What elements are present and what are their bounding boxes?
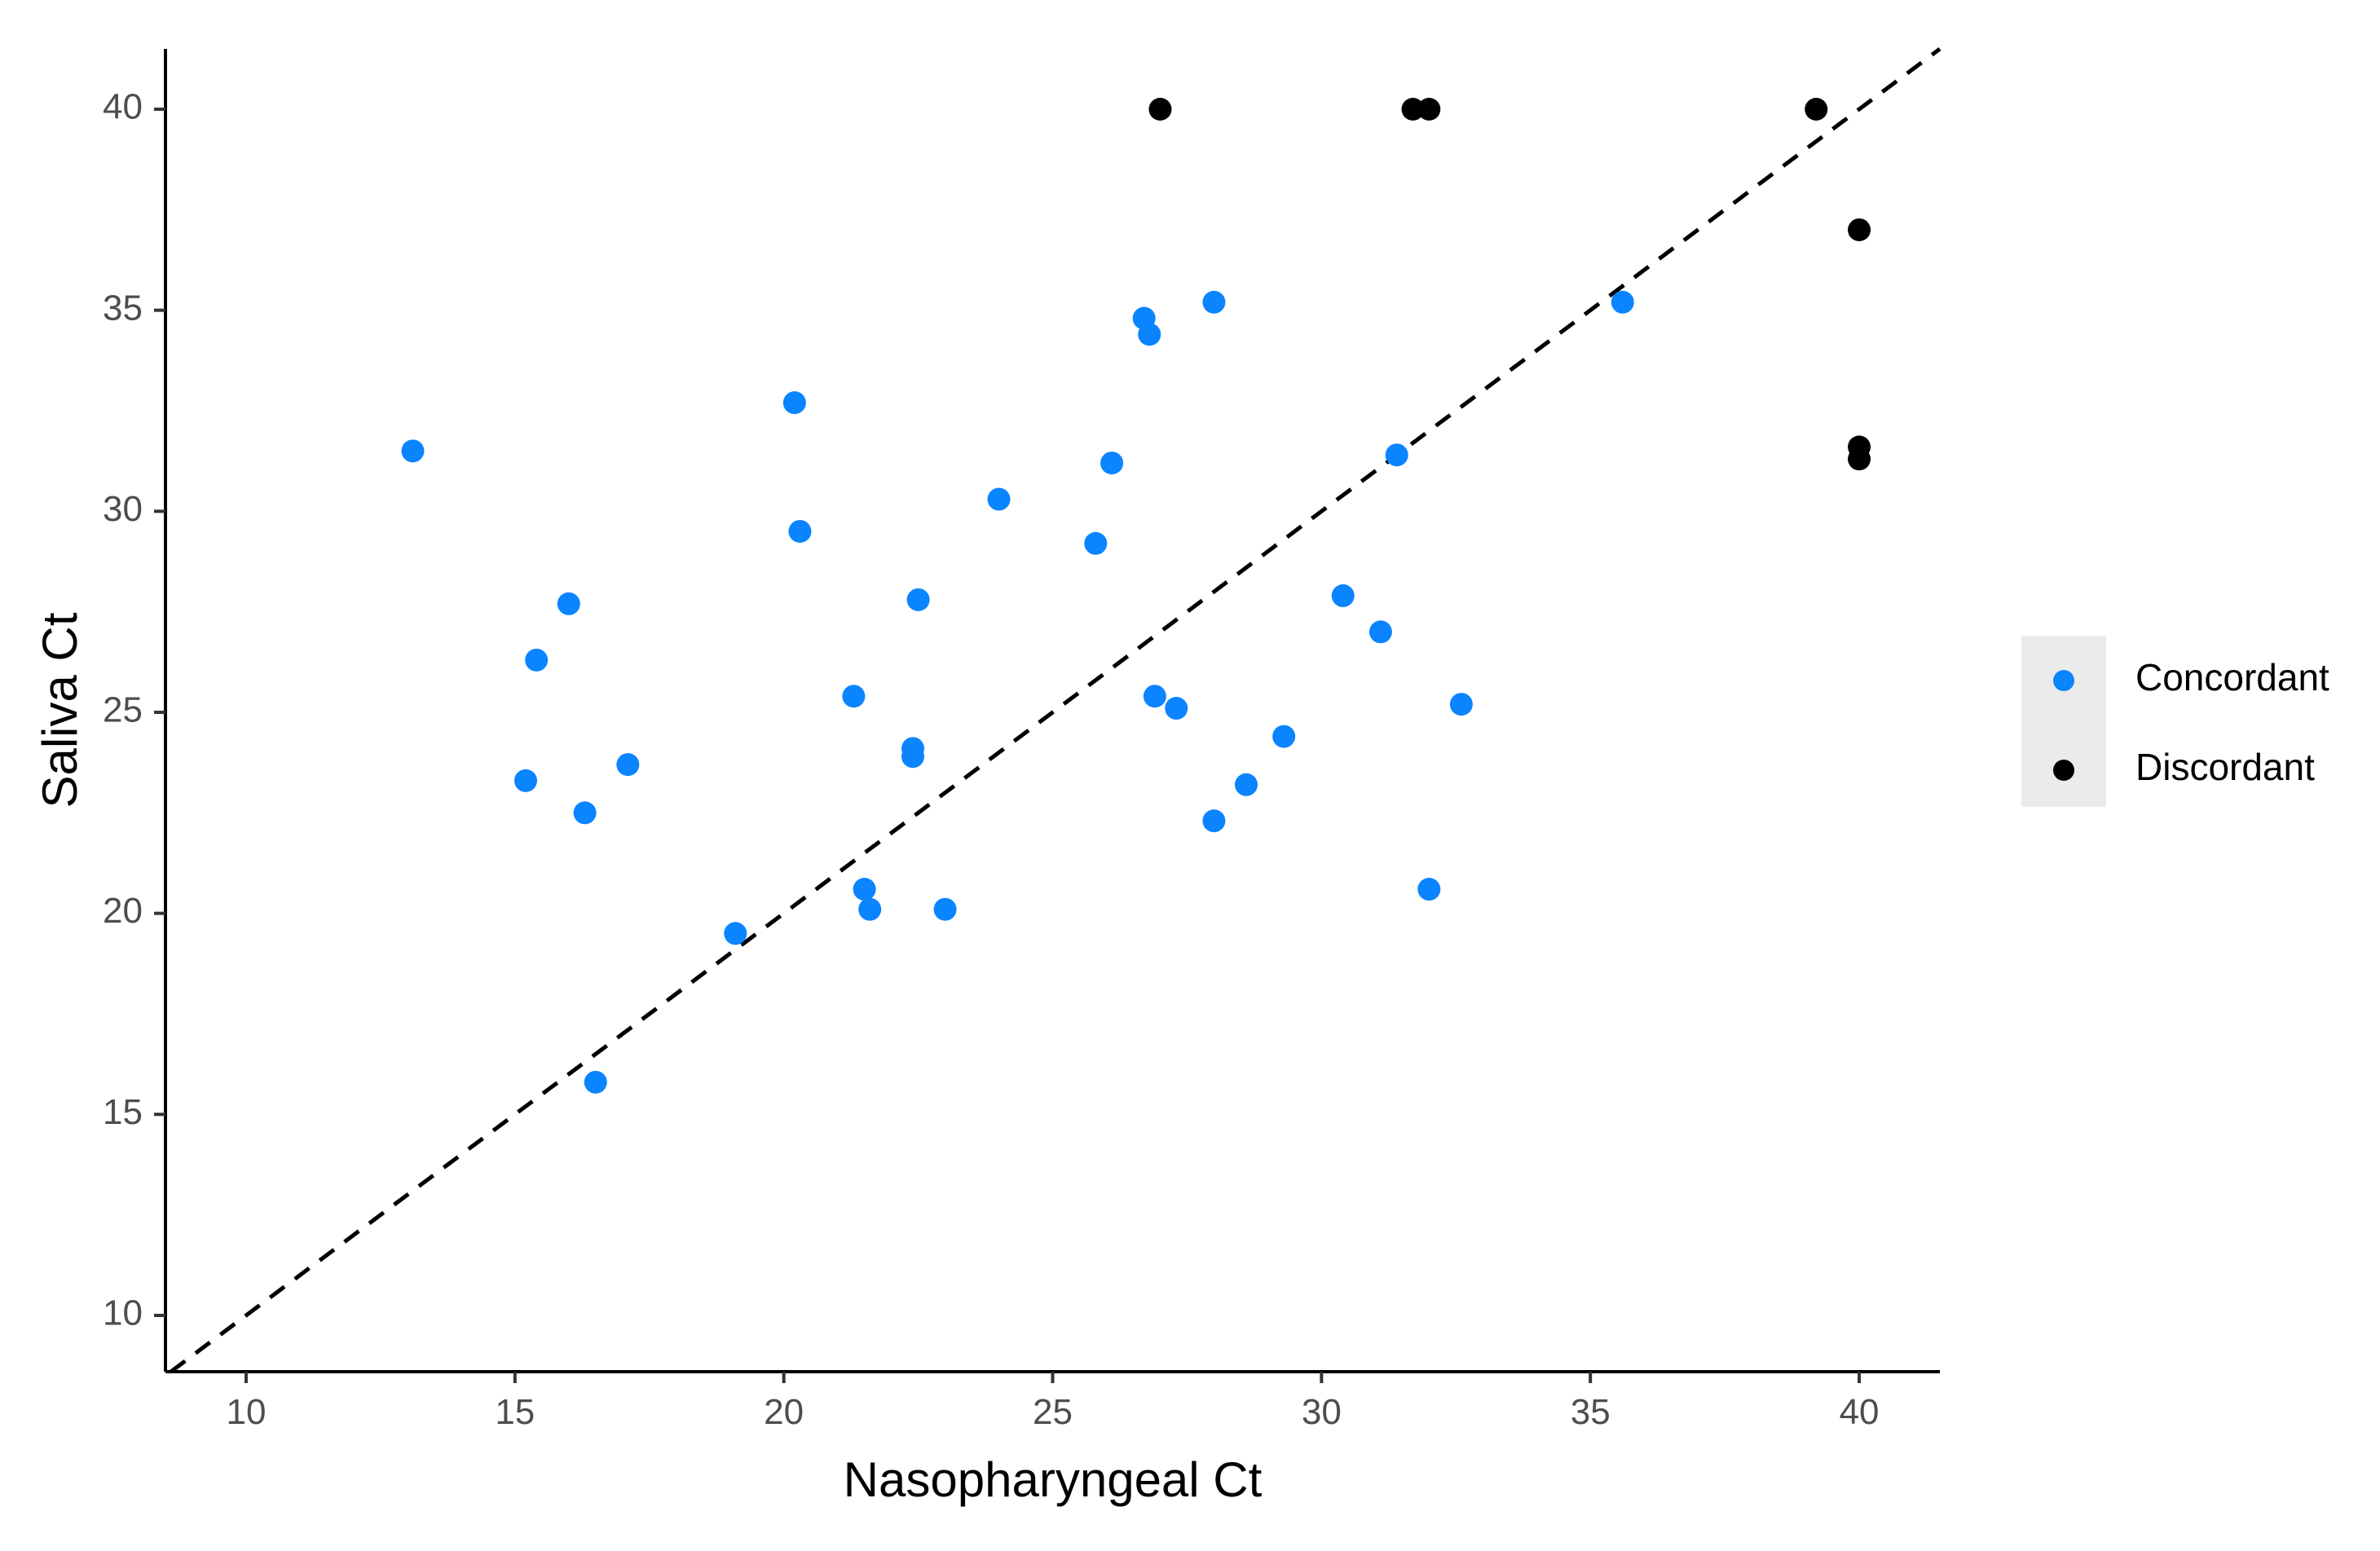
legend-label-discordant: Discordant (2135, 746, 2315, 788)
y-tick-label: 20 (103, 891, 143, 931)
point-concordant (1202, 809, 1226, 833)
legend-marker-discordant (2053, 760, 2074, 781)
point-concordant (584, 1070, 607, 1094)
point-concordant (906, 588, 930, 611)
point-discordant (1148, 97, 1172, 121)
point-concordant (853, 878, 876, 901)
x-tick-label: 20 (764, 1392, 804, 1432)
x-tick-label: 10 (226, 1392, 266, 1432)
point-discordant (1848, 218, 1871, 241)
point-concordant (1331, 584, 1355, 607)
point-concordant (573, 801, 597, 825)
legend-label-concordant: Concordant (2135, 656, 2329, 698)
y-tick-label: 25 (103, 690, 143, 730)
point-concordant (1143, 685, 1166, 708)
point-concordant (401, 439, 425, 463)
axes: 10 15 20 25 30 35 40 10 15 20 25 30 35 40 (103, 49, 1940, 1432)
point-concordant (788, 519, 812, 543)
point-concordant (1611, 290, 1634, 314)
point-discordant (1805, 97, 1828, 121)
point-discordant (1417, 97, 1441, 121)
y-tick-label: 15 (103, 1092, 143, 1132)
point-concordant (616, 753, 640, 777)
y-axis-ticks: 10 15 20 25 30 35 40 (103, 87, 165, 1333)
point-concordant (1202, 290, 1226, 314)
x-axis-title: Nasopharyngeal Ct (844, 1452, 1263, 1507)
point-concordant (1385, 443, 1408, 467)
data-points (401, 97, 1871, 1094)
identity-reference-line (170, 46, 1941, 1374)
x-tick-label: 25 (1033, 1392, 1073, 1432)
x-tick-label: 30 (1302, 1392, 1342, 1432)
point-discordant (1848, 447, 1871, 471)
point-concordant (1272, 725, 1296, 748)
point-concordant (724, 922, 747, 945)
point-concordant (842, 685, 866, 708)
y-tick-label: 30 (103, 489, 143, 529)
x-tick-label: 35 (1571, 1392, 1611, 1432)
point-concordant (1084, 531, 1108, 555)
legend-marker-concordant (2053, 670, 2074, 691)
point-concordant (1165, 697, 1188, 720)
y-tick-label: 35 (103, 288, 143, 328)
x-axis-ticks: 10 15 20 25 30 35 40 (226, 1372, 1880, 1432)
legend: Concordant Discordant (2021, 636, 2329, 807)
y-tick-label: 40 (103, 87, 143, 127)
point-concordant (557, 592, 580, 615)
point-concordant (987, 487, 1011, 511)
point-concordant (933, 897, 957, 921)
point-discordant (1401, 97, 1425, 121)
point-concordant (901, 745, 924, 769)
point-concordant (513, 769, 537, 792)
x-tick-label: 15 (495, 1392, 535, 1432)
plot-area (170, 46, 1941, 1374)
point-concordant (1449, 693, 1473, 716)
point-concordant (1234, 773, 1258, 796)
point-concordant (1368, 620, 1392, 644)
legend-key-background (2021, 636, 2106, 807)
x-tick-label: 40 (1840, 1392, 1880, 1432)
point-concordant (1417, 878, 1441, 901)
point-concordant (525, 648, 549, 672)
y-axis-title: Saliva Ct (33, 612, 87, 808)
point-concordant (1100, 452, 1124, 475)
point-concordant (1138, 323, 1161, 346)
point-concordant (858, 897, 882, 921)
y-tick-label: 10 (103, 1293, 143, 1333)
point-concordant (782, 391, 806, 415)
